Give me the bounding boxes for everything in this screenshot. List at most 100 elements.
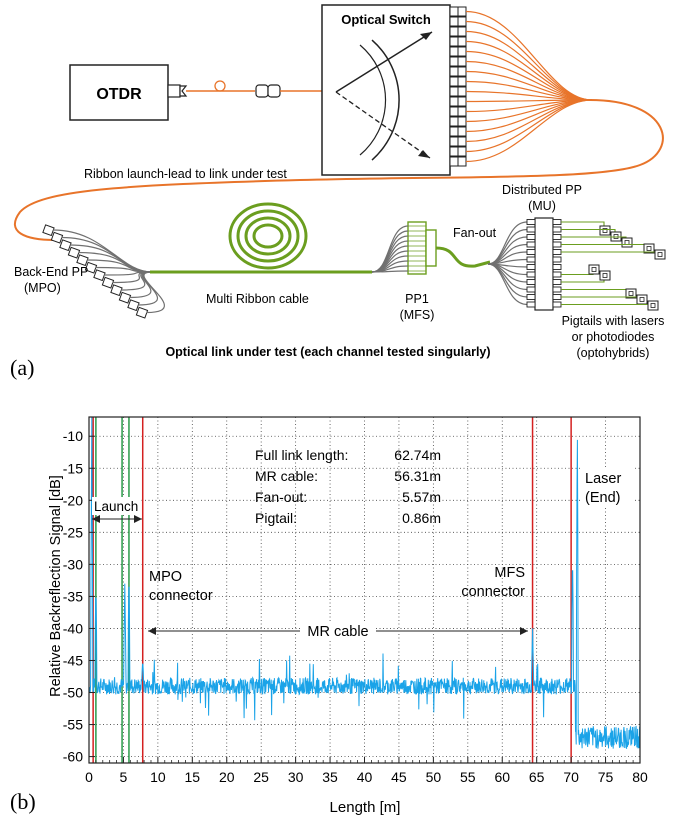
optohybrid-chip (628, 291, 634, 296)
otdr-unit: OTDR (69, 64, 188, 121)
y-tick-label: -45 (63, 652, 83, 668)
mu-port-left (526, 271, 536, 278)
y-tick-label: -15 (63, 460, 83, 476)
mu-port-left (526, 234, 536, 240)
mu-port-left (526, 286, 536, 293)
backend-pp-label-2: (MPO) (24, 281, 61, 295)
x-axis-label: Length [m] (330, 799, 401, 816)
pigtail-fiber (561, 279, 605, 283)
fanout-label: Fan-out (453, 226, 497, 240)
panel-b: 0 5 10 15 20 25 30 35 40 45 50 55 60 65 70 75 80 -10-15-… (10, 416, 648, 816)
y-tick-label: -20 (63, 492, 83, 508)
x-tick-label: 65 (529, 769, 545, 785)
switch-port (457, 126, 467, 137)
summary-full-value: 62.74m (394, 447, 441, 463)
summary-pigtail-name: Pigtail: (255, 510, 297, 526)
arrow-head (148, 627, 156, 635)
orange-fiber (465, 99, 593, 153)
y-tick-label: -50 (63, 685, 83, 701)
switch-port (457, 76, 467, 87)
mu-port-right (552, 234, 562, 240)
switch-port (457, 136, 467, 147)
optohybrid-chip (591, 267, 597, 272)
mu-port-right (552, 219, 562, 225)
mu-port-left (526, 264, 536, 270)
optohybrid-chip (657, 252, 663, 257)
orange-fiber (465, 99, 593, 133)
mu-port-left (526, 279, 536, 285)
fanout-fibers (487, 221, 528, 306)
mu-port-right (552, 264, 562, 270)
switch-port (449, 146, 459, 157)
laser-label-2: (End) (585, 490, 620, 506)
optohybrid-chip (650, 303, 656, 308)
switch-port (449, 16, 459, 27)
switch-port (457, 116, 467, 127)
x-tick-label: 0 (85, 769, 93, 785)
backend-pp-label-1: Back-End PP (14, 265, 88, 279)
pp1-patch-panel (371, 221, 437, 275)
x-tick-label: 15 (185, 769, 201, 785)
panel-a-label: (a) (10, 355, 34, 380)
y-tick-label: -55 (63, 717, 83, 733)
chart-annotations: Launch MPO connector MFS connector MR ca… (92, 467, 634, 640)
switch-port (457, 106, 467, 117)
mu-port-right (552, 286, 562, 293)
link-summary: Full link length: 62.74m MR cable: 56.31… (255, 447, 441, 526)
mfs-label-2: connector (461, 584, 525, 600)
summary-mr-name: MR cable: (255, 468, 318, 484)
mpo-connector (59, 239, 72, 252)
switch-port (449, 86, 459, 97)
switch-port (457, 156, 467, 167)
switch-port (449, 36, 459, 47)
switch-port (449, 126, 459, 137)
switch-port (457, 86, 467, 97)
mpo-label-1: MPO (149, 569, 182, 585)
pigtails-label-1: Pigtails with lasers (562, 314, 665, 328)
x-tick-label: 50 (426, 769, 442, 785)
switch-port (449, 26, 459, 37)
mr-cable-label: MR cable (307, 624, 368, 640)
mpo-label-2: connector (149, 588, 213, 604)
optohybrid-chip (646, 246, 652, 251)
mu-port-left (526, 301, 536, 308)
mu-port-right (552, 294, 562, 300)
optical-switch: Optical Switch (321, 4, 451, 176)
pigtail-fiber (561, 288, 631, 297)
backend-patch-panel (42, 224, 165, 319)
y-axis-label: Relative Backreflection Signal [dB] (48, 475, 64, 697)
mu-port-right (552, 301, 562, 308)
switch-port (449, 46, 459, 57)
x-tick-label: 20 (219, 769, 235, 785)
pp1-label-2: (MFS) (400, 308, 435, 322)
otdr-chart: 0 5 10 15 20 25 30 35 40 45 50 55 60 65 70 75 80 -10-15-… (63, 416, 648, 785)
multi-ribbon-label: Multi Ribbon cable (206, 292, 309, 306)
mpo-connector (118, 291, 132, 304)
switch-port (457, 6, 467, 17)
optohybrid-chip (624, 240, 630, 245)
x-axis-ticks: 0 5 10 15 20 25 30 35 40 45 50 55 60 65 70 75 80 (85, 757, 648, 785)
y-tick-label: -30 (63, 556, 83, 572)
launch-label: Launch (94, 499, 138, 514)
y-tick-label: -40 (63, 620, 83, 636)
laser-label-1: Laser (585, 471, 621, 487)
switch-port (457, 96, 467, 107)
orange-fiber (465, 50, 593, 101)
distributed-patch-panel (526, 217, 562, 311)
x-tick-label: 60 (494, 769, 510, 785)
switch-port (457, 66, 467, 77)
mpo-connector (84, 261, 98, 274)
switch-port (457, 36, 467, 47)
mu-port-right (552, 226, 562, 233)
fanout-fiber (487, 263, 528, 291)
mpo-connector (50, 231, 64, 244)
pigtail-fiber (561, 243, 649, 252)
backreflection-trace (88, 416, 641, 749)
switch-port (449, 66, 459, 77)
switch-port (449, 56, 459, 67)
distributed-pp-label-1: Distributed PP (502, 183, 582, 197)
mu-port-left (526, 241, 536, 248)
mu-port-left (526, 219, 536, 225)
distributed-pp-body (534, 217, 554, 311)
